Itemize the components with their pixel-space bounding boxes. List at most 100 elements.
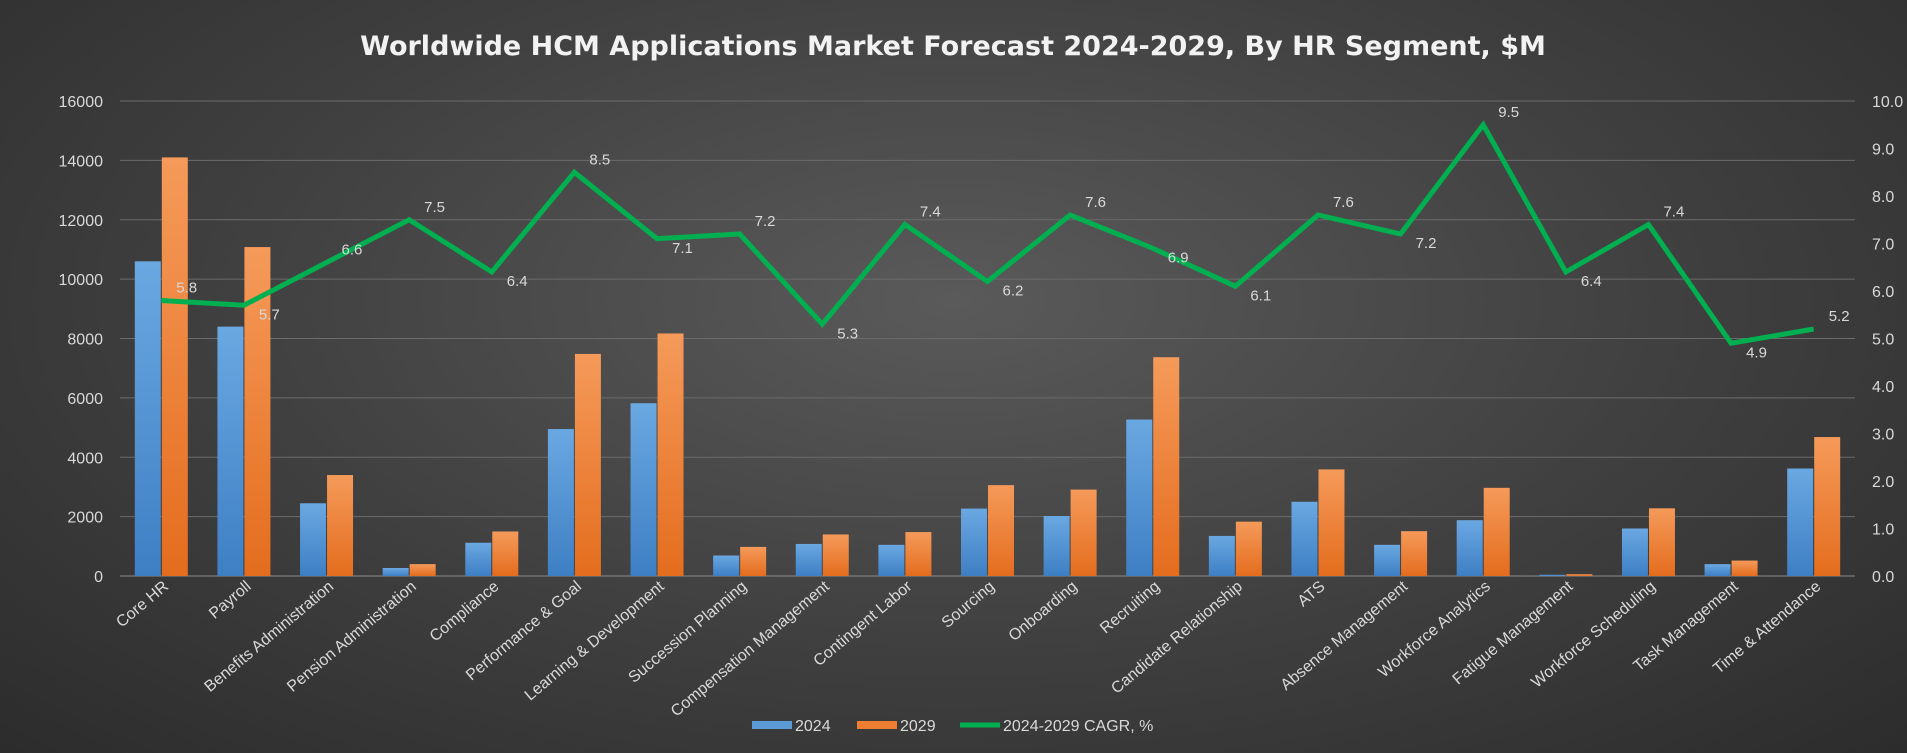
bar-2029-3: [409, 564, 436, 576]
y-right-tick-label: 4.0: [1872, 379, 1894, 396]
legend-label: 2024-2029 CAGR, %: [1003, 718, 1153, 735]
bar-2029-11: [1070, 489, 1097, 576]
x-category-label: Learning & Development: [522, 578, 668, 705]
legend-swatch: [857, 721, 897, 729]
bar-2024-4: [465, 542, 492, 576]
y-right-tick-label: 10.0: [1872, 94, 1903, 111]
y-left-tick-label: 8000: [67, 332, 103, 349]
bar-2029-13: [1235, 521, 1262, 576]
bar-2029-4: [492, 531, 519, 576]
bar-2029-2: [327, 475, 354, 576]
x-category-label: Compliance: [427, 578, 503, 645]
x-category-label: Recruiting: [1097, 578, 1163, 637]
legend-label: 2024: [795, 718, 831, 735]
x-category-label: Payroll: [206, 578, 254, 622]
bar-2029-9: [905, 532, 932, 576]
x-category-label: Candidate Relationship: [1108, 578, 1246, 697]
cagr-data-label: 9.5: [1498, 104, 1519, 121]
cagr-data-label: 6.1: [1250, 287, 1271, 304]
legend: 2024 2029 2024-2029 CAGR, %: [752, 718, 1153, 735]
x-category-label: Core HR: [113, 578, 172, 631]
y-left-tick-label: 10000: [59, 272, 104, 289]
bar-2024-6: [630, 403, 657, 576]
y-axis-right: 0.0 1.0 2.0 3.0 4.0 5.0 6.0 7.0 8.0 9.0 10.0: [1872, 94, 1903, 586]
y-left-tick-label: 0: [94, 569, 103, 586]
cagr-data-label: 7.6: [1085, 194, 1106, 211]
cagr-data-label: 7.4: [1663, 204, 1684, 221]
legend-label: 2029: [900, 718, 936, 735]
bar-2029-17: [1566, 574, 1593, 576]
bar-2029-20: [1814, 437, 1841, 576]
bar-2024-14: [1291, 501, 1318, 576]
bar-2029-5: [574, 353, 601, 576]
bar-2024-17: [1539, 574, 1566, 576]
cagr-data-label: 7.4: [920, 204, 941, 221]
bar-2024-20: [1787, 468, 1814, 576]
y-left-tick-label: 16000: [59, 94, 104, 111]
cagr-data-label: 7.5: [424, 199, 445, 216]
y-left-tick-label: 12000: [59, 213, 104, 230]
bar-2024-18: [1621, 528, 1648, 576]
bar-2024-9: [878, 544, 905, 576]
cagr-data-label: 4.9: [1746, 344, 1767, 361]
gridlines: [120, 100, 1855, 577]
cagr-labels: 5.8 5.7 6.6 7.5 6.4 8.5 7.1 7.2 5.3 7.4 6.2 7.6 6.9 6…: [176, 104, 1849, 362]
cagr-data-label: 7.2: [755, 213, 776, 230]
bar-2024-11: [1043, 516, 1070, 576]
y-right-tick-label: 1.0: [1872, 522, 1894, 539]
bar-2029-16: [1483, 487, 1510, 576]
cagr-data-label: 6.2: [1003, 283, 1024, 300]
cagr-data-label: 7.1: [672, 240, 693, 257]
x-category-label: Compensation Management: [668, 578, 833, 721]
bar-2029-0: [161, 157, 188, 576]
y-right-tick-label: 6.0: [1872, 284, 1894, 301]
bars: [134, 157, 1841, 576]
legend-swatch: [752, 721, 792, 729]
y-left-tick-label: 14000: [59, 153, 104, 170]
cagr-data-label: 8.5: [589, 151, 610, 168]
y-left-tick-label: 4000: [67, 450, 103, 467]
cagr-data-label: 6.9: [1168, 249, 1189, 266]
bar-2024-13: [1208, 535, 1235, 576]
cagr-series-line: [161, 120, 1815, 346]
chart-title: Worldwide HCM Applications Market Foreca…: [360, 31, 1546, 62]
y-left-tick-label: 2000: [67, 510, 103, 527]
bar-2024-2: [300, 503, 327, 576]
bar-2029-8: [822, 534, 849, 576]
bar-2024-0: [134, 261, 161, 576]
x-category-label: ATS: [1295, 578, 1329, 610]
cagr-data-label: 5.2: [1829, 308, 1850, 325]
y-right-tick-label: 5.0: [1872, 332, 1894, 349]
cagr-data-label: 6.4: [1581, 273, 1602, 290]
bar-2029-12: [1153, 357, 1180, 576]
cagr-data-label: 5.7: [259, 306, 280, 323]
bar-2029-10: [988, 485, 1014, 576]
cagr-data-label: 5.3: [837, 325, 858, 342]
cagr-data-label: 6.4: [507, 273, 528, 290]
y-right-tick-label: 3.0: [1872, 427, 1894, 444]
y-right-tick-label: 2.0: [1872, 474, 1894, 491]
bar-2024-5: [547, 429, 574, 576]
bar-2024-1: [217, 326, 244, 576]
x-category-label: Onboarding: [1006, 578, 1081, 645]
y-right-tick-label: 0.0: [1872, 569, 1894, 586]
bar-2024-19: [1704, 564, 1731, 576]
bar-2029-19: [1731, 560, 1758, 576]
y-axis-left: 0 2000 4000 6000 8000 10000 12000 14000 16000: [59, 94, 104, 586]
y-right-tick-label: 9.0: [1872, 142, 1894, 159]
bar-2029-14: [1318, 469, 1345, 576]
cagr-data-label: 7.6: [1333, 194, 1354, 211]
bar-2024-12: [1126, 419, 1153, 576]
cagr-data-label: 5.8: [176, 280, 197, 297]
bar-2029-15: [1401, 531, 1428, 576]
cagr-data-label: 7.2: [1416, 235, 1437, 252]
bar-2024-16: [1456, 520, 1483, 576]
y-right-tick-label: 8.0: [1872, 189, 1894, 206]
bar-2024-15: [1374, 544, 1401, 576]
y-left-tick-label: 6000: [67, 391, 103, 408]
bar-2029-18: [1648, 508, 1675, 576]
bar-2024-10: [961, 508, 987, 576]
